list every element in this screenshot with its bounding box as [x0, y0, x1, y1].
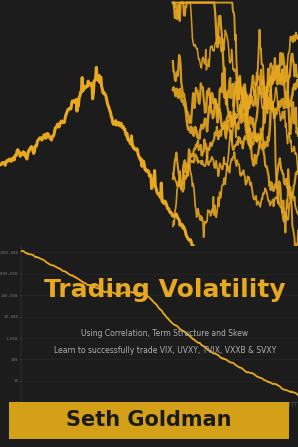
Text: Learn to successfully trade VIX, UVXY, TVIX, VXXB & SVXY: Learn to successfully trade VIX, UVXY, T… — [54, 346, 276, 355]
Bar — [9, 402, 289, 439]
Text: Using Correlation, Term Structure and Skew: Using Correlation, Term Structure and Sk… — [81, 329, 249, 338]
Text: Trading Volatility: Trading Volatility — [44, 278, 286, 302]
Text: Seth Goldman: Seth Goldman — [66, 410, 232, 430]
